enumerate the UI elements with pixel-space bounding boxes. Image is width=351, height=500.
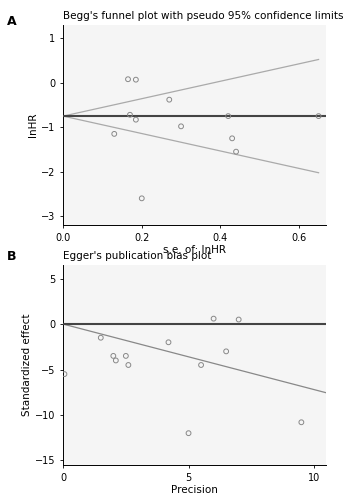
Point xyxy=(229,134,235,142)
Point xyxy=(112,130,117,138)
Point xyxy=(166,96,172,104)
Point xyxy=(225,112,231,120)
Point xyxy=(223,348,229,356)
Y-axis label: lnHR: lnHR xyxy=(28,113,38,137)
Point xyxy=(236,316,241,324)
X-axis label: s.e. of: lnHR: s.e. of: lnHR xyxy=(163,246,226,256)
Text: Begg's funnel plot with pseudo 95% confidence limits: Begg's funnel plot with pseudo 95% confi… xyxy=(63,12,344,22)
Y-axis label: Standardized effect: Standardized effect xyxy=(22,314,32,416)
Point xyxy=(98,334,104,342)
Point xyxy=(198,361,204,369)
Point xyxy=(123,352,129,360)
Point xyxy=(62,370,67,378)
Text: B: B xyxy=(7,250,16,263)
Point xyxy=(111,352,116,360)
Point xyxy=(139,194,145,202)
Point xyxy=(127,111,133,119)
Point xyxy=(299,418,304,426)
Text: Egger's publication bias plot: Egger's publication bias plot xyxy=(63,252,212,262)
X-axis label: Precision: Precision xyxy=(171,486,218,496)
Point xyxy=(126,361,131,369)
Point xyxy=(133,76,139,84)
Point xyxy=(316,112,322,120)
Point xyxy=(125,75,131,83)
Text: A: A xyxy=(7,15,16,28)
Point xyxy=(178,122,184,130)
Point xyxy=(113,356,119,364)
Point xyxy=(211,314,217,322)
Point xyxy=(233,148,239,156)
Point xyxy=(166,338,171,346)
Point xyxy=(133,116,139,124)
Point xyxy=(186,429,191,437)
